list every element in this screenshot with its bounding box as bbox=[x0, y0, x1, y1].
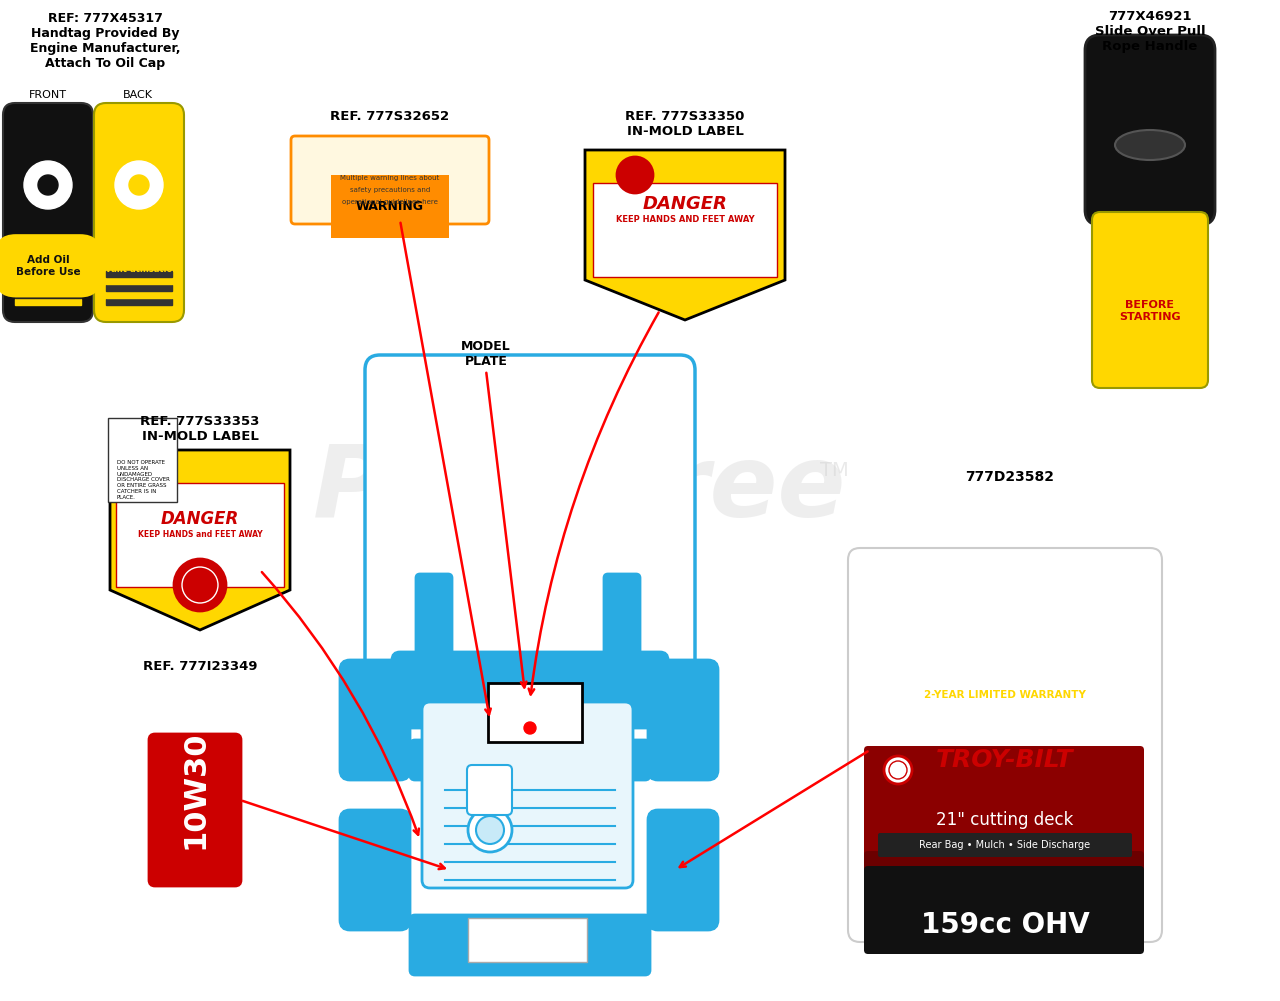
FancyBboxPatch shape bbox=[340, 810, 410, 930]
Text: BACK: BACK bbox=[123, 90, 154, 100]
Text: KEEP HANDS and FEET AWAY: KEEP HANDS and FEET AWAY bbox=[138, 530, 262, 539]
FancyBboxPatch shape bbox=[488, 683, 582, 742]
Text: REF. 777S32652: REF. 777S32652 bbox=[330, 110, 449, 123]
Text: REF. 777S33353
IN-MOLD LABEL: REF. 777S33353 IN-MOLD LABEL bbox=[141, 415, 260, 443]
Polygon shape bbox=[110, 450, 291, 630]
FancyBboxPatch shape bbox=[1085, 35, 1215, 225]
Circle shape bbox=[476, 816, 504, 844]
Circle shape bbox=[24, 161, 72, 209]
FancyBboxPatch shape bbox=[392, 652, 668, 728]
FancyBboxPatch shape bbox=[416, 574, 452, 672]
FancyBboxPatch shape bbox=[340, 660, 410, 780]
Text: 21" cutting deck: 21" cutting deck bbox=[936, 811, 1074, 829]
Ellipse shape bbox=[1115, 130, 1185, 160]
Text: FRONT: FRONT bbox=[29, 90, 67, 100]
Text: TB105: TB105 bbox=[916, 646, 1093, 694]
FancyBboxPatch shape bbox=[365, 355, 695, 765]
Text: 10W30: 10W30 bbox=[180, 731, 210, 849]
Text: REF. 777S33350
IN-MOLD LABEL: REF. 777S33350 IN-MOLD LABEL bbox=[626, 110, 745, 138]
FancyBboxPatch shape bbox=[648, 810, 718, 930]
FancyBboxPatch shape bbox=[93, 103, 184, 322]
FancyBboxPatch shape bbox=[864, 866, 1144, 954]
Bar bbox=[106, 271, 172, 277]
Text: TROY-BILT: TROY-BILT bbox=[936, 748, 1074, 772]
Text: Rear Bag • Mulch • Side Discharge: Rear Bag • Mulch • Side Discharge bbox=[919, 840, 1091, 850]
Bar bbox=[106, 278, 172, 284]
Text: operational guidelines here: operational guidelines here bbox=[342, 199, 438, 205]
Text: 159cc OHV: 159cc OHV bbox=[920, 911, 1089, 939]
Circle shape bbox=[524, 722, 536, 734]
Bar bbox=[15, 292, 81, 298]
FancyBboxPatch shape bbox=[3, 103, 93, 322]
Text: KEEP HANDS AND FEET AWAY: KEEP HANDS AND FEET AWAY bbox=[616, 215, 754, 224]
Text: DANGER: DANGER bbox=[161, 510, 239, 528]
FancyBboxPatch shape bbox=[410, 915, 650, 975]
FancyBboxPatch shape bbox=[468, 918, 588, 962]
Text: REF. 777I23349: REF. 777I23349 bbox=[143, 660, 257, 673]
Polygon shape bbox=[585, 150, 785, 320]
FancyBboxPatch shape bbox=[116, 483, 284, 587]
FancyBboxPatch shape bbox=[291, 136, 489, 224]
Bar bbox=[15, 299, 81, 305]
Text: DANGER: DANGER bbox=[643, 195, 727, 213]
FancyBboxPatch shape bbox=[604, 574, 640, 672]
Bar bbox=[15, 271, 81, 277]
Text: Add Oil
Before Use: Add Oil Before Use bbox=[15, 255, 81, 276]
Circle shape bbox=[174, 559, 227, 611]
Circle shape bbox=[884, 756, 911, 784]
Bar bbox=[106, 285, 172, 291]
Bar bbox=[15, 285, 81, 291]
FancyBboxPatch shape bbox=[648, 660, 718, 780]
Text: Multiple warning lines about: Multiple warning lines about bbox=[340, 175, 439, 181]
Circle shape bbox=[182, 567, 218, 603]
Text: BEFORE
STARTING: BEFORE STARTING bbox=[1119, 300, 1181, 321]
Text: PartsTree: PartsTree bbox=[314, 441, 846, 539]
Text: REF: 777X45317
Handtag Provided By
Engine Manufacturer,
Attach To Oil Cap: REF: 777X45317 Handtag Provided By Engin… bbox=[29, 12, 180, 70]
Circle shape bbox=[38, 175, 58, 195]
FancyBboxPatch shape bbox=[864, 851, 1144, 934]
Text: TM: TM bbox=[820, 460, 849, 479]
Circle shape bbox=[129, 175, 148, 195]
Text: 777D23582: 777D23582 bbox=[965, 470, 1055, 484]
FancyBboxPatch shape bbox=[148, 734, 241, 886]
Circle shape bbox=[617, 157, 653, 193]
Circle shape bbox=[115, 161, 163, 209]
FancyBboxPatch shape bbox=[1092, 212, 1208, 388]
FancyBboxPatch shape bbox=[864, 746, 1144, 874]
FancyBboxPatch shape bbox=[410, 740, 650, 780]
Text: DO NOT OPERATE
UNLESS AN
UNDAMAGED
DISCHARGE COVER
OR ENTIRE GRASS
CATCHER IS IN: DO NOT OPERATE UNLESS AN UNDAMAGED DISCH… bbox=[116, 460, 169, 499]
Text: 777X46921
Slide Over Pull
Rope Handle: 777X46921 Slide Over Pull Rope Handle bbox=[1094, 10, 1206, 53]
FancyBboxPatch shape bbox=[849, 548, 1162, 942]
Text: Ajouter huile
avant utilisation: Ajouter huile avant utilisation bbox=[100, 255, 178, 274]
Circle shape bbox=[890, 761, 908, 779]
Text: WARNING: WARNING bbox=[356, 200, 424, 213]
FancyBboxPatch shape bbox=[878, 833, 1132, 857]
Text: safety precautions and: safety precautions and bbox=[349, 187, 430, 193]
Text: 2-YEAR LIMITED WARRANTY: 2-YEAR LIMITED WARRANTY bbox=[924, 690, 1085, 700]
FancyBboxPatch shape bbox=[108, 418, 177, 502]
FancyBboxPatch shape bbox=[593, 183, 777, 277]
Circle shape bbox=[468, 808, 512, 852]
Text: MODEL
PLATE: MODEL PLATE bbox=[461, 340, 511, 368]
Bar bbox=[15, 278, 81, 284]
Bar bbox=[106, 299, 172, 305]
FancyBboxPatch shape bbox=[467, 765, 512, 815]
FancyBboxPatch shape bbox=[422, 702, 634, 888]
FancyBboxPatch shape bbox=[865, 715, 1146, 825]
Bar bbox=[106, 292, 172, 298]
